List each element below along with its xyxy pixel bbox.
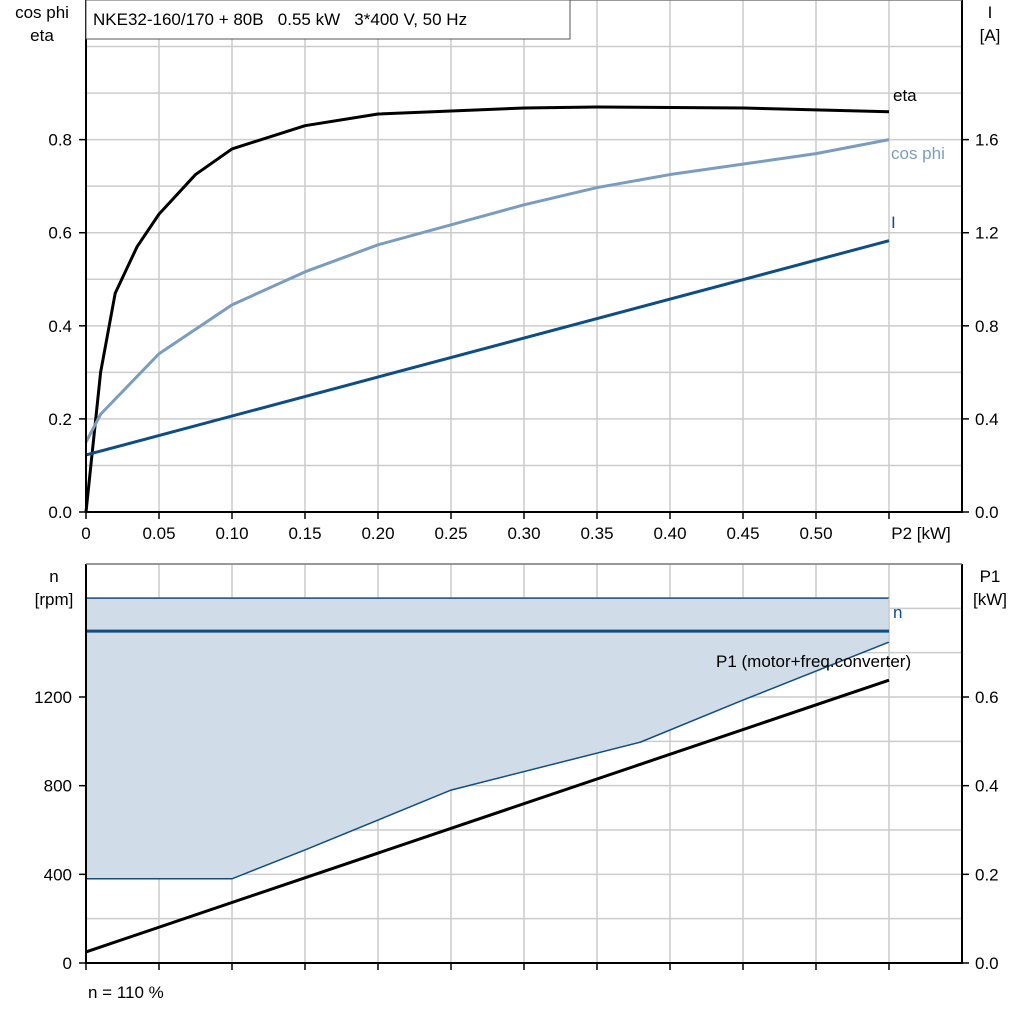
series-line-p1 (85, 678, 890, 954)
y-axis-label-right: P1 (980, 567, 1001, 586)
y-tick-label-right: 0.4 (975, 410, 999, 429)
y-tick-label-right: 1.2 (975, 224, 999, 243)
series-label: P1 (motor+freq.converter) (716, 652, 911, 671)
x-axis-label: P2 [kW] (891, 524, 951, 543)
title-box (85, 0, 571, 40)
x-tick-label: 0 (81, 524, 90, 543)
footer-note: n = 110 % (88, 983, 164, 1002)
x-tick-label: 0.20 (361, 524, 394, 543)
y-axis-label-right: I (988, 3, 993, 22)
y-axis-label-left: [rpm] (35, 590, 74, 609)
x-tick-label: 0.40 (653, 524, 686, 543)
x-tick-label: 0.45 (726, 524, 759, 543)
x-tick-label: 0.15 (288, 524, 321, 543)
y-tick-label-right: 0.0 (975, 503, 999, 522)
y-tick-label-left: 400 (44, 865, 72, 884)
series-line-i (85, 239, 890, 457)
y-tick-label-left: 0.2 (48, 410, 72, 429)
y-tick-label-left: 0.4 (48, 317, 72, 336)
series-line-cos (84, 138, 890, 443)
x-tick-label: 0.50 (799, 524, 832, 543)
x-tick-label: 0.10 (215, 524, 248, 543)
y-tick-label-left: 0.6 (48, 224, 72, 243)
y-axis-label-left: cos phi (15, 3, 69, 22)
band-lower-line (86, 641, 890, 880)
series-label: eta (893, 86, 917, 105)
y-tick-label-right: 1.6 (975, 131, 999, 150)
series-line-eta (84, 105, 890, 513)
y-tick-label-right: 0.0 (975, 954, 999, 973)
x-tick-label: 0.35 (580, 524, 613, 543)
chart-title: NKE32-160/170 + 80B 0.55 kW 3*400 V, 50 … (93, 10, 467, 29)
y-tick-label-right: 0.6 (975, 688, 999, 707)
y-tick-label-left: 1200 (34, 688, 72, 707)
y-axis-label-right: [kW] (973, 590, 1007, 609)
y-tick-label-right: 0.8 (975, 317, 999, 336)
y-tick-label-left: 0.8 (48, 131, 72, 150)
y-tick-label-right: 0.4 (975, 777, 999, 796)
series-label: n (893, 603, 902, 622)
speed-range-band (86, 598, 889, 879)
y-tick-label-right: 0.2 (975, 865, 999, 884)
y-axis-label-left: eta (30, 26, 54, 45)
series-label: cos phi (891, 144, 945, 163)
y-tick-label-left: 800 (44, 777, 72, 796)
y-axis-label-left: n (49, 567, 58, 586)
y-tick-label-left: 0 (63, 954, 72, 973)
y-tick-label-left: 0.0 (48, 503, 72, 522)
x-tick-label: 0.30 (507, 524, 540, 543)
x-tick-label: 0.25 (434, 524, 467, 543)
x-tick-label: 0.05 (142, 524, 175, 543)
y-axis-label-right: [A] (980, 26, 1001, 45)
series-label: I (891, 213, 896, 232)
